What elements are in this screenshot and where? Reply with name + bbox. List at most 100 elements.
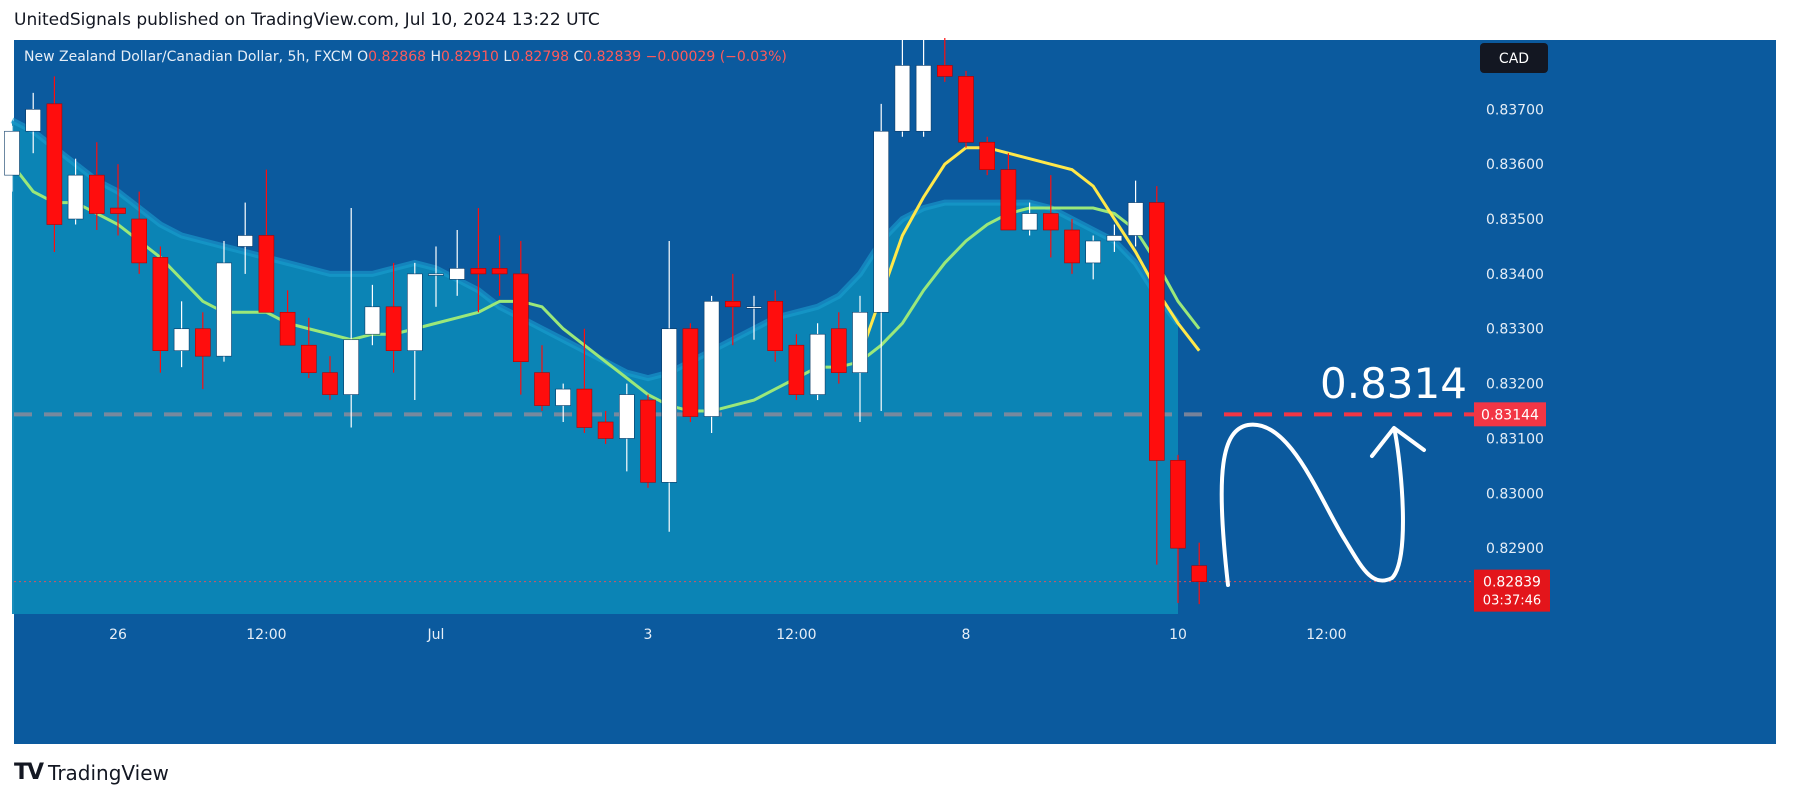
x-tick-label: 26 <box>109 627 127 643</box>
candle-body <box>1106 235 1123 242</box>
y-tick-label: 0.83000 <box>1486 486 1544 502</box>
candle-body <box>110 207 126 214</box>
x-tick-label: 12:00 <box>776 627 816 643</box>
candle-body <box>809 333 826 395</box>
footer-branding: TV TradingView <box>14 760 169 785</box>
projection-arrowhead-icon <box>1370 426 1426 458</box>
candle-body <box>237 235 253 247</box>
candle-body <box>1043 213 1059 231</box>
tradingview-logo-icon: TV <box>14 760 44 785</box>
x-tick-label: 12:00 <box>1306 627 1346 643</box>
candle-body <box>682 328 699 417</box>
candle-body <box>767 301 784 351</box>
x-tick-label: 10 <box>1169 627 1187 643</box>
currency-badge <box>1480 43 1548 73</box>
projection-arrow-path <box>1219 422 1405 587</box>
legend-part: C <box>574 49 584 65</box>
legend-part: H <box>430 49 441 65</box>
wma-line <box>858 146 1201 357</box>
candle-body <box>894 65 911 132</box>
candle-body <box>597 421 614 439</box>
current-price-badge <box>1474 569 1550 612</box>
x-tick-label: 8 <box>962 627 971 643</box>
candle-body <box>1085 240 1101 264</box>
candle-body <box>491 268 508 275</box>
candle-body <box>618 394 635 439</box>
candle-body <box>67 174 84 220</box>
y-tick-label: 0.82900 <box>1486 541 1544 557</box>
legend-part: L <box>503 49 511 65</box>
channel-upper-edge <box>10 117 1181 382</box>
brand-name[interactable]: TradingView <box>48 760 169 785</box>
target-annotation-text: 0.8314 <box>1320 359 1467 408</box>
y-tick-label: 0.83500 <box>1486 212 1544 228</box>
candle-body <box>703 301 720 417</box>
y-tick-label: 0.83100 <box>1486 431 1544 447</box>
candle-body <box>576 388 593 428</box>
candle-body <box>173 328 190 351</box>
candle-body <box>131 218 147 264</box>
candle-body <box>661 328 678 483</box>
candle-body <box>1127 202 1144 236</box>
x-axis-strip <box>14 614 1776 650</box>
candlestick-chart[interactable]: 0.83700 0.83600 0.83500 0.83400 0.83300 0.832… <box>0 0 1793 760</box>
candle-body <box>322 372 338 395</box>
candle-body <box>25 109 42 132</box>
legend-part: O <box>357 49 368 65</box>
current-price-label: 0.82839 <box>1483 575 1541 591</box>
legend-part: −0.00029 (−0.03%) <box>646 49 787 65</box>
candle-body <box>788 344 805 395</box>
candle-body <box>534 372 550 406</box>
y-tick-label: 0.83700 <box>1486 102 1544 118</box>
y-tick-label: 0.83300 <box>1486 322 1544 338</box>
candle-body <box>830 328 847 373</box>
candle-body <box>852 311 868 373</box>
candle-body <box>640 399 656 483</box>
x-tick-label: 3 <box>644 627 653 643</box>
target-price-badge <box>1474 402 1546 427</box>
candle-body <box>216 262 232 357</box>
legend-part: New Zealand Dollar/Canadian Dollar, 5h, … <box>24 49 357 65</box>
candle-body <box>979 141 996 170</box>
candle-body <box>873 130 890 313</box>
legend-part: 0.82798 <box>511 49 573 65</box>
candle-body <box>279 311 296 346</box>
publication-header: UnitedSignals published on TradingView.c… <box>14 10 600 30</box>
candle-body <box>958 76 974 143</box>
candle-body <box>724 301 741 308</box>
candle-body <box>4 130 20 176</box>
candle-body <box>46 103 63 225</box>
legend-part: 0.82868 <box>368 49 430 65</box>
candle-body <box>343 339 360 395</box>
candle-body <box>428 273 444 276</box>
legend-part: 0.82839 <box>583 49 645 65</box>
candle-body <box>936 65 953 77</box>
candle-body <box>258 235 275 313</box>
y-tick-label: 0.83200 <box>1486 377 1544 393</box>
candle-body <box>385 306 402 351</box>
candle-body <box>746 306 762 309</box>
candle-body <box>406 273 423 351</box>
candle-body <box>1149 202 1165 461</box>
x-tick-label: Jul <box>427 627 445 643</box>
candle-body <box>470 268 487 275</box>
y-tick-label: 0.83400 <box>1486 267 1544 283</box>
candle-body <box>1170 460 1186 549</box>
candle-body <box>195 328 211 357</box>
candle-body <box>300 344 317 373</box>
candle-body <box>555 388 572 406</box>
symbol-legend: New Zealand Dollar/Canadian Dollar, 5h, … <box>24 49 787 65</box>
candle-body <box>364 306 381 335</box>
candle-body <box>1021 213 1038 231</box>
candle-body <box>1191 565 1207 582</box>
candle-body <box>915 65 932 132</box>
candle-body <box>152 257 169 351</box>
candle-body <box>449 268 466 280</box>
target-price-label: 0.83144 <box>1481 407 1539 423</box>
legend-part: 0.82910 <box>441 49 503 65</box>
countdown-label: 03:37:46 <box>1483 594 1541 609</box>
candle-body <box>1064 229 1080 264</box>
candle-body <box>89 174 105 214</box>
y-tick-label: 0.83600 <box>1486 157 1544 173</box>
candle-body <box>1000 169 1017 231</box>
